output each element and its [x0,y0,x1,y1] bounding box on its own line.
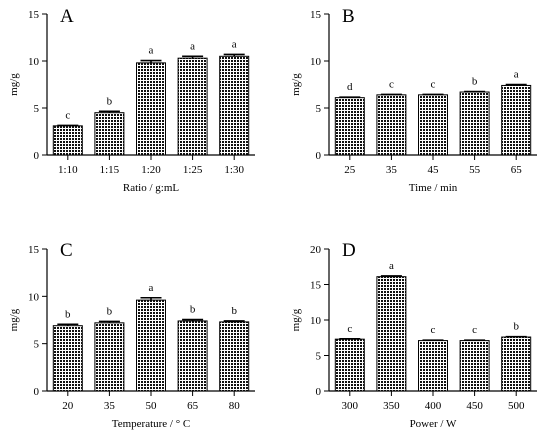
x-tick-label: 35 [104,400,116,412]
x-tick-label: 1:15 [100,164,120,176]
x-tick-label: 35 [386,164,398,176]
bar [220,56,249,155]
bar [419,341,448,391]
x-tick-label: 450 [466,400,483,412]
x-tick-label: 50 [146,400,158,412]
y-tick-label: 5 [316,103,322,115]
bar [335,98,364,155]
y-tick-label: 15 [28,244,40,256]
y-axis-title: mg/g [290,308,302,331]
panel-label: C [60,240,73,261]
y-tick-label: 0 [316,150,322,162]
x-tick-label: 55 [469,164,481,176]
x-tick-label: 400 [425,400,442,412]
significance-label: b [472,76,478,88]
bar [377,277,406,391]
bar [419,95,448,155]
bar [53,126,82,155]
bar [178,321,207,391]
bar [137,300,166,391]
x-tick-label: 1:20 [141,164,161,176]
bar [377,95,406,155]
y-tick-label: 0 [316,386,322,398]
significance-label: c [431,78,436,90]
panel-label: A [60,6,74,27]
x-tick-label: 45 [428,164,440,176]
significance-label: a [149,282,154,294]
chart-panel-b: 0 5 10 15 mg/g Bd 25 c 35 c 45 b 55 a 65 Time / min [290,6,537,194]
significance-label: a [190,40,195,52]
bar [502,85,531,155]
bar [460,92,489,155]
chart-panel-a: 0 5 10 15 mg/g Ac 1:10 b 1:15 a 1:20 a 1:25 a 1:30 Rati… [8,6,255,194]
significance-label: b [65,308,71,320]
panel-label: D [342,240,356,261]
x-tick-label: 300 [342,400,359,412]
bar [335,339,364,391]
y-tick-label: 10 [310,315,322,327]
y-axis-title: mg/g [8,308,20,331]
significance-label: d [347,81,353,93]
bar [178,58,207,155]
significance-label: c [347,323,352,335]
significance-label: a [514,69,519,81]
bar [53,326,82,391]
significance-label: b [107,95,113,107]
y-tick-label: 15 [28,9,40,21]
x-axis-title: Power / W [410,418,457,430]
significance-label: b [107,305,113,317]
y-tick-label: 5 [34,103,40,115]
x-tick-label: 20 [62,400,74,412]
x-tick-label: 500 [508,400,525,412]
x-tick-label: 65 [511,164,523,176]
significance-label: b [231,305,237,317]
chart-panel-c: 0 5 10 15 mg/g Cb 20 b 35 a 50 b 65 b 80 Temperature / … [8,240,255,430]
chart-panel-d: 0 5 10 15 20 mg/g Dc 300 a 350 c 400 c 450 b 500 Power /… [290,240,537,430]
significance-label: b [190,304,196,316]
significance-label: c [472,324,477,336]
bar [95,323,124,391]
y-tick-label: 10 [310,56,322,68]
x-axis-title: Ratio / g:mL [123,182,180,194]
bar [95,113,124,155]
x-tick-label: 25 [344,164,356,176]
bar [137,63,166,155]
y-tick-label: 0 [34,150,40,162]
y-tick-label: 5 [316,351,322,363]
significance-label: c [389,78,394,90]
x-axis-title: Temperature / ° C [112,418,190,430]
x-tick-label: 65 [187,400,199,412]
y-tick-label: 10 [28,291,40,303]
significance-label: a [232,38,237,50]
x-axis-title: Time / min [409,182,458,194]
significance-label: b [513,321,519,333]
y-tick-label: 10 [28,56,40,68]
x-tick-label: 80 [229,400,241,412]
bar [220,322,249,391]
y-axis-title: mg/g [290,73,302,96]
panel-label: B [342,6,355,27]
significance-label: a [389,260,394,272]
y-tick-label: 15 [310,9,322,21]
significance-label: a [149,45,154,57]
x-tick-label: 1:25 [183,164,203,176]
y-tick-label: 0 [34,386,40,398]
y-axis-title: mg/g [8,73,20,96]
x-tick-label: 1:10 [58,164,78,176]
x-tick-label: 350 [383,400,400,412]
y-tick-label: 20 [310,244,322,256]
y-tick-label: 15 [310,280,322,292]
significance-label: c [431,324,436,336]
y-tick-label: 5 [34,339,40,351]
bar [460,341,489,391]
x-tick-label: 1:30 [224,164,244,176]
bar [502,337,531,391]
significance-label: c [65,109,70,121]
